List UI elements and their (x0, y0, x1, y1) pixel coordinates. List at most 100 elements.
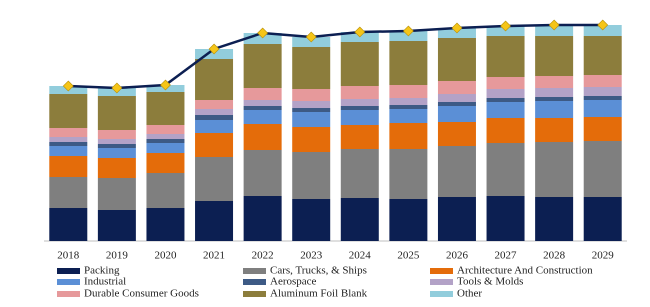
bar-segment (292, 112, 331, 127)
legend-swatch (243, 268, 266, 274)
bar-segment (437, 38, 476, 81)
bar-segment (486, 77, 525, 89)
x-tick-label: 2028 (543, 250, 566, 262)
x-tick-label: 2025 (397, 250, 420, 262)
bar-segment (49, 156, 88, 177)
bar-segment (340, 198, 379, 241)
bar-segment (195, 100, 234, 109)
bar-segment (583, 75, 622, 87)
bar-segment (486, 102, 525, 118)
legend-label: Tools & Molds (457, 276, 523, 288)
bar-segment (292, 101, 331, 108)
bar-segment (389, 123, 428, 149)
bar-segment (97, 158, 136, 178)
total-line (68, 23, 603, 90)
bar-segment (535, 118, 574, 142)
bar-segment (437, 146, 476, 197)
x-tick-label: 2024 (349, 250, 372, 262)
x-tick-label: 2018 (57, 250, 80, 262)
bar-segment (486, 196, 525, 241)
bar-segment (535, 88, 574, 97)
legend-swatch (57, 268, 80, 274)
bar-segment (437, 81, 476, 94)
bar-segment (146, 139, 185, 143)
bar-segment (146, 92, 185, 125)
bar-segment (486, 36, 525, 77)
bar-segment (535, 25, 574, 36)
legend-label: Aluminum Foil Blank (270, 288, 368, 300)
bar-segment (486, 143, 525, 196)
x-tick-label: 2021 (203, 250, 225, 262)
bar-segment (583, 87, 622, 96)
x-tick-label: 2019 (106, 250, 129, 262)
x-tick-label: 2027 (495, 250, 518, 262)
bar-segment (389, 109, 428, 123)
bar-segment (49, 208, 88, 241)
legend-label: Durable Consumer Goods (84, 288, 199, 300)
legend-label: Other (457, 288, 482, 300)
x-tick-label: 2026 (446, 250, 469, 262)
legend-label: Industrial (84, 276, 126, 288)
line-marker (451, 22, 463, 34)
legend-swatch (430, 291, 453, 297)
bar-segment (437, 94, 476, 102)
bar-segment (292, 108, 331, 112)
legend-swatch (243, 291, 266, 297)
bar-segment (583, 197, 622, 241)
bar-segment (195, 109, 234, 115)
bar-segment (437, 122, 476, 146)
x-tick-label: 2020 (154, 250, 177, 262)
bar-segment (340, 110, 379, 125)
bar-segment (97, 96, 136, 130)
bar-segment (486, 98, 525, 102)
bar-segment (535, 76, 574, 88)
bar-segment (49, 128, 88, 137)
line-marker (160, 79, 171, 91)
bar-segment (535, 101, 574, 118)
line-marker (111, 82, 123, 94)
bar-segment (97, 210, 136, 241)
bar-segment (340, 125, 379, 149)
line-marker (257, 27, 269, 39)
bar-segment (340, 99, 379, 106)
bar-segment (389, 199, 428, 241)
bar-segment (49, 142, 88, 146)
x-tick-label: 2022 (252, 250, 274, 262)
bar-segment (292, 199, 331, 241)
bar-segment (437, 197, 476, 241)
bar-segment (49, 146, 88, 156)
bar-segment (340, 106, 379, 110)
line-marker (62, 80, 74, 92)
line-marker (500, 20, 511, 32)
line-marker (597, 19, 609, 31)
bar-segment (243, 33, 282, 44)
bar-segment (292, 152, 331, 199)
bar-segment (49, 137, 88, 142)
bar-segment (195, 133, 234, 157)
bar-segment (195, 201, 234, 241)
bar-segment (243, 150, 282, 196)
bar-segment (243, 124, 282, 150)
bar-segment (97, 130, 136, 139)
bar-segment (486, 118, 525, 143)
legend-swatch (430, 268, 453, 274)
bar-segment (146, 173, 185, 208)
bar-segment (437, 106, 476, 122)
legend-swatch (243, 279, 266, 285)
legend-swatch (57, 279, 80, 285)
bar-segment (97, 178, 136, 210)
bar-segment (292, 47, 331, 89)
bar-segment (292, 89, 331, 101)
line-marker (305, 31, 317, 43)
bar-segment (146, 134, 185, 139)
bar-segment (535, 197, 574, 241)
bar-segment (243, 100, 282, 106)
bar-segment (146, 125, 185, 134)
legend-label: Packing (84, 265, 120, 277)
bar-segment (49, 94, 88, 128)
bar-segment (340, 149, 379, 198)
bar-segment (146, 208, 185, 241)
bar-segment (535, 97, 574, 101)
bar-segment (146, 143, 185, 153)
